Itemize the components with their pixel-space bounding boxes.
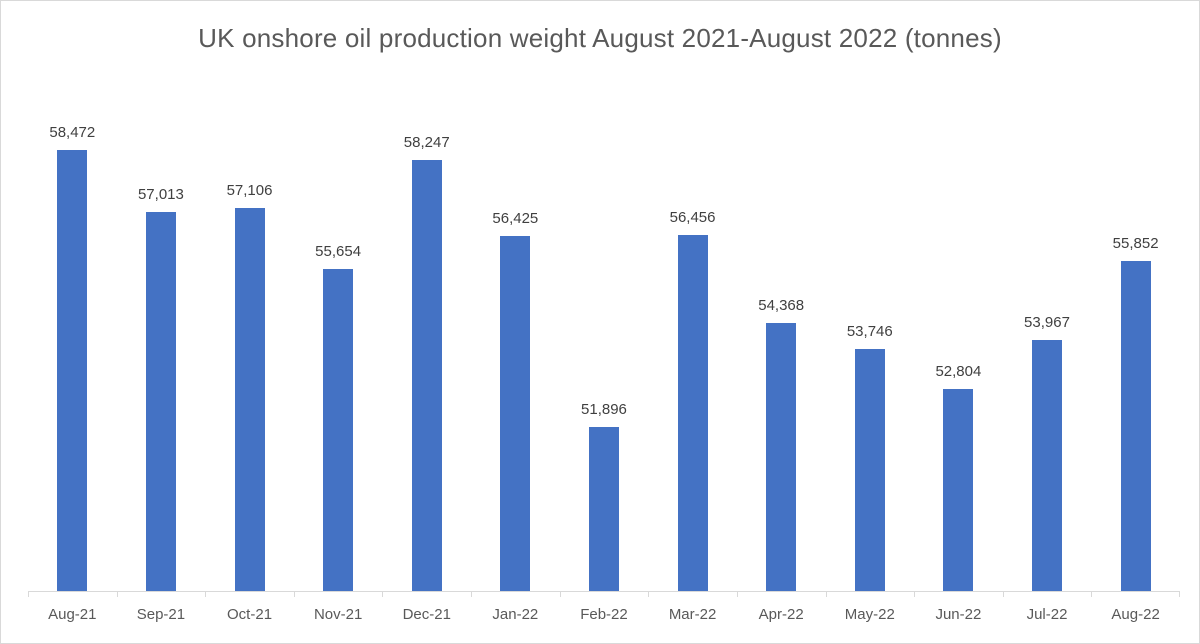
bar-group: 53,967 [1003,86,1092,591]
x-axis-tick [382,592,384,597]
x-axis-label: Sep-21 [136,606,186,623]
x-axis-tick [1002,592,1004,597]
bar-group: 53,746 [825,86,914,591]
bar-group: 57,013 [117,86,206,591]
bar-group: 55,852 [1091,86,1180,591]
bar-group: 52,804 [914,86,1003,591]
bar-value-label: 55,654 [315,242,362,260]
x-axis-tick [1179,592,1180,597]
bar [57,150,88,591]
bar [234,207,265,591]
bar [1032,339,1062,591]
x-axis-tick [914,592,916,597]
x-axis-label: Jun-22 [935,606,982,623]
bar-value-label: 56,456 [669,209,716,227]
x-axis-label: Jul-22 [1026,606,1068,623]
x-axis-label: Dec-21 [402,606,451,623]
x-axis-label: Aug-22 [1111,606,1160,623]
bar-value-label: 57,106 [226,181,273,199]
x-axis-label: Apr-22 [758,606,804,623]
bar [1120,260,1151,591]
x-axis-label: Aug-21 [48,606,97,623]
x-axis-tick [205,592,207,597]
x-axis-label: May-22 [844,606,895,623]
bar [588,427,619,591]
x-axis-tick [471,592,473,597]
bar-group: 56,425 [471,86,560,591]
bar-value-label: 54,368 [758,297,805,315]
x-axis [28,591,1180,597]
x-axis-tick [559,592,561,597]
bar-group: 55,654 [294,86,383,591]
bar [500,236,531,591]
bar-value-label: 58,247 [403,133,450,151]
bar-value-label: 55,852 [1112,234,1159,252]
bar-value-label: 53,746 [846,323,893,341]
bar-value-label: 57,013 [137,185,184,203]
x-axis-tick [648,592,650,597]
bar [677,235,708,591]
bar-group: 54,368 [737,86,826,591]
bar-value-label: 56,425 [492,210,539,228]
bar-value-label: 51,896 [581,401,627,419]
x-axis-tick [825,592,827,597]
bar [943,388,974,591]
chart-title: UK onshore oil production weight August … [198,23,1002,53]
bar-group: 58,247 [382,86,471,591]
bar-value-label: 52,804 [935,362,982,380]
plot-area: 58,472 57,013 57,106 55,654 58,247 56,425 51,8… [28,86,1180,591]
x-axis-tick [1091,592,1093,597]
bar-group: 57,106 [205,86,294,591]
x-axis-tick [736,592,738,597]
bar [766,323,797,591]
bar [145,211,176,591]
x-axis-label: Jan-22 [492,606,539,623]
bar-value-label: 58,472 [49,124,96,142]
bar [411,159,442,591]
bar-group: 58,472 [28,86,117,591]
x-axis-tick [293,592,295,597]
bar-value-label: 53,967 [1024,313,1070,331]
x-axis-tick [28,592,29,597]
x-axis-label: Mar-22 [668,606,717,623]
x-axis-labels: Aug-21 Sep-21 Oct-21 Nov-21 Dec-21 Jan-22 Feb-… [28,605,1180,625]
x-axis-tick [116,592,118,597]
x-axis-label: Nov-21 [313,606,363,623]
bar-group: 51,896 [560,86,649,591]
bar [323,268,354,591]
bar-group: 56,456 [648,86,737,591]
x-axis-label: Feb-22 [580,606,628,623]
bar [854,349,885,591]
x-axis-label: Oct-21 [227,606,273,623]
